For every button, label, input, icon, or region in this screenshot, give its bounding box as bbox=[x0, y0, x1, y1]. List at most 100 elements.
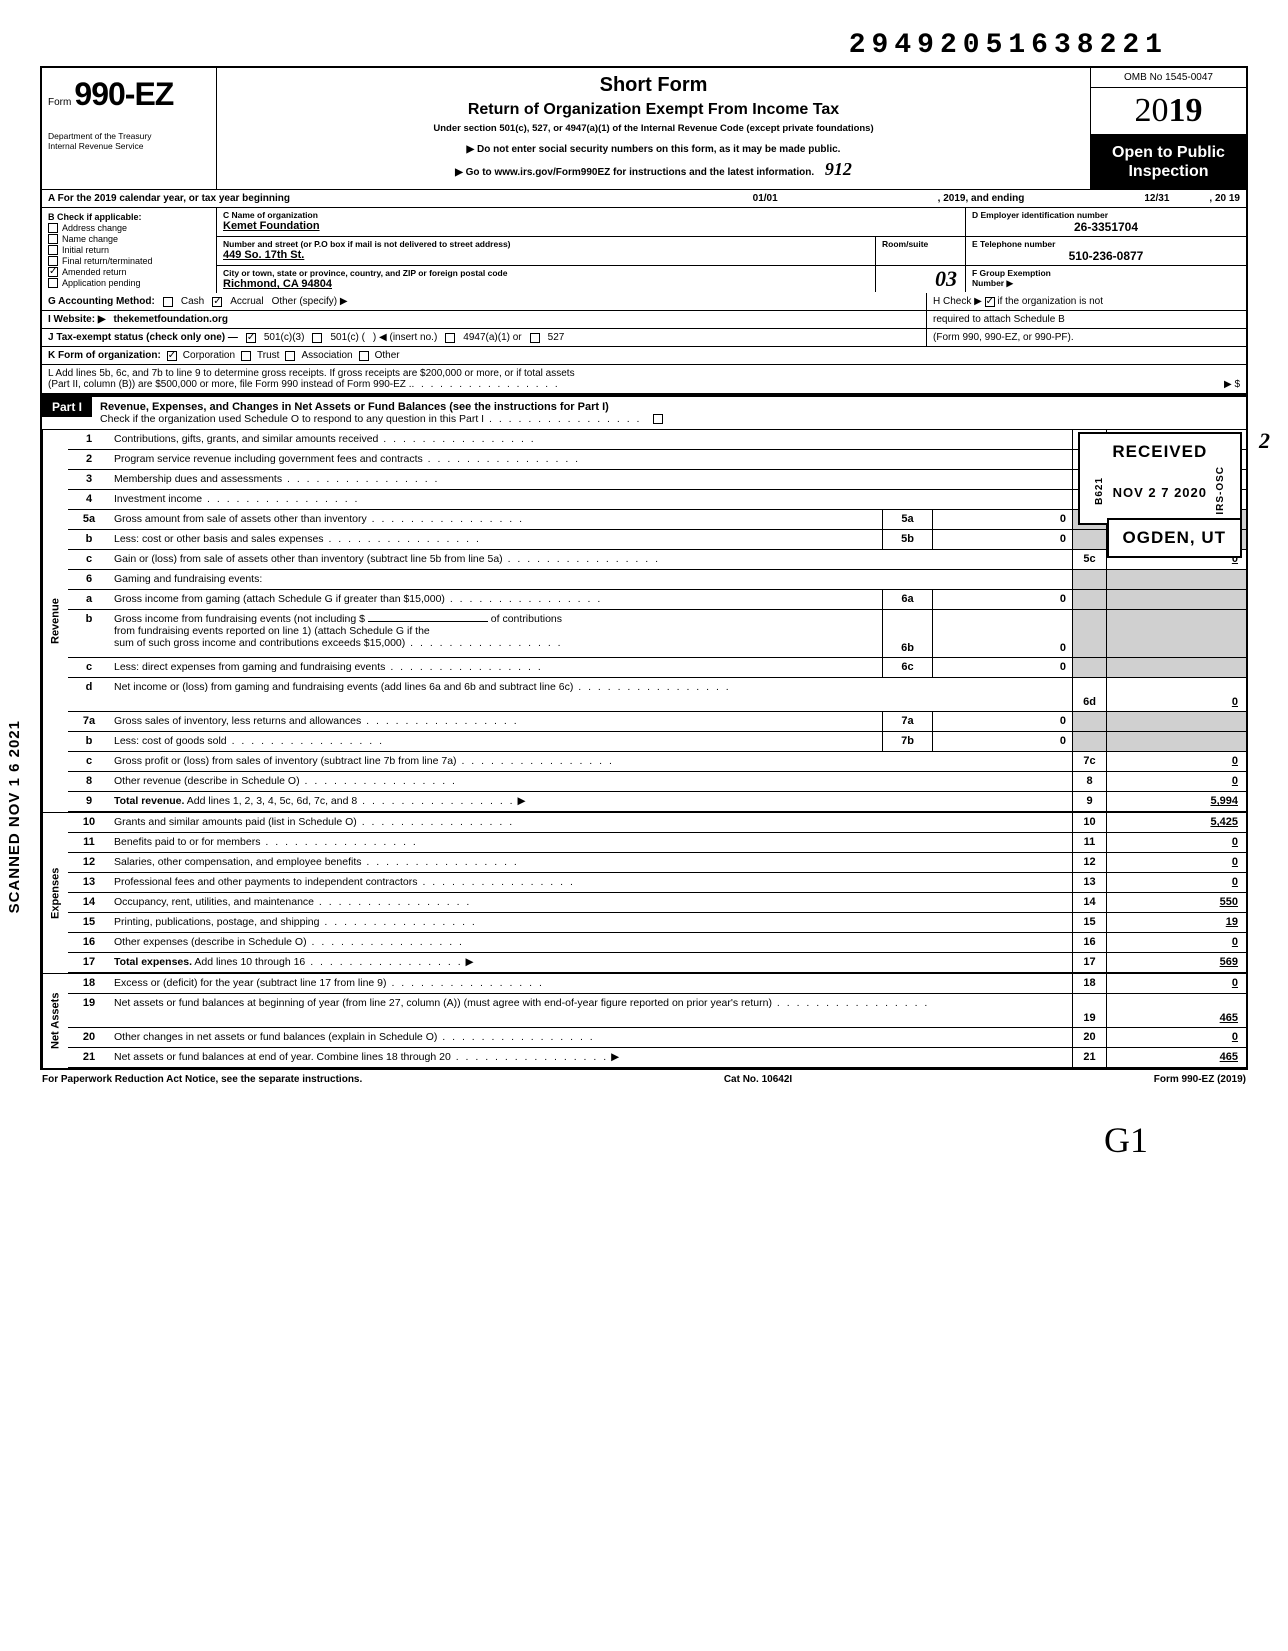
row-a-tax-year: A For the 2019 calendar year, or tax yea… bbox=[40, 189, 1248, 208]
footer-mid: Cat No. 10642I bbox=[724, 1074, 792, 1085]
line-desc: Contributions, gifts, grants, and simila… bbox=[110, 430, 1072, 449]
line-numcol: 9 bbox=[1072, 792, 1106, 811]
b-opt-label: Amended return bbox=[62, 267, 127, 277]
other-checkbox[interactable] bbox=[359, 351, 369, 361]
line-num: 1 bbox=[68, 430, 110, 449]
line-desc: Less: cost of goods sold bbox=[110, 732, 882, 751]
line-value: 0 bbox=[1106, 974, 1246, 993]
line-row: 18 Excess or (deficit) for the year (sub… bbox=[68, 974, 1246, 994]
line-6a: a Gross income from gaming (attach Sched… bbox=[68, 590, 1246, 610]
sub-num: 7a bbox=[882, 712, 932, 731]
line-value: 0 bbox=[1106, 833, 1246, 852]
line-value: 19 bbox=[1106, 913, 1246, 932]
corp-checkbox[interactable] bbox=[167, 351, 177, 361]
501c-checkbox[interactable] bbox=[312, 333, 322, 343]
trust-checkbox[interactable] bbox=[241, 351, 251, 361]
line-num: 13 bbox=[68, 873, 110, 892]
title-main: Short Form bbox=[227, 74, 1080, 97]
b-checkbox[interactable] bbox=[48, 234, 58, 244]
document-number: 29492051638221 bbox=[40, 30, 1248, 61]
h-checkbox[interactable] bbox=[985, 297, 995, 307]
line-desc: Total expenses. Add lines 10 through 16 … bbox=[110, 953, 1072, 972]
line-desc: Program service revenue including govern… bbox=[110, 450, 1072, 469]
line-desc: Benefits paid to or for members bbox=[110, 833, 1072, 852]
line-desc: Printing, publications, postage, and shi… bbox=[110, 913, 1072, 932]
b-checkbox[interactable] bbox=[48, 278, 58, 288]
b-opt-label: Address change bbox=[62, 223, 127, 233]
b-checkbox[interactable] bbox=[48, 245, 58, 255]
line-desc: Less: cost or other basis and sales expe… bbox=[110, 530, 882, 549]
sub-num: 6c bbox=[882, 658, 932, 677]
line-value: 0 bbox=[1106, 752, 1246, 771]
city-value: Richmond, CA 94804 bbox=[223, 278, 869, 290]
line-desc: Gross sales of inventory, less returns a… bbox=[110, 712, 882, 731]
line-value: 569 bbox=[1106, 953, 1246, 972]
shade bbox=[1072, 658, 1106, 677]
subline-row: c Less: direct expenses from gaming and … bbox=[68, 658, 1246, 678]
line-desc: Grants and similar amounts paid (list in… bbox=[110, 813, 1072, 832]
line-desc: Other expenses (describe in Schedule O) bbox=[110, 933, 1072, 952]
assoc-checkbox[interactable] bbox=[285, 351, 295, 361]
line-desc: Other revenue (describe in Schedule O) bbox=[110, 772, 1072, 791]
line-numcol: 20 bbox=[1072, 1028, 1106, 1047]
cash-checkbox[interactable] bbox=[163, 297, 173, 307]
phone-cell: E Telephone number 510-236-0877 bbox=[966, 237, 1246, 265]
527-checkbox[interactable] bbox=[530, 333, 540, 343]
line-numcol: 18 bbox=[1072, 974, 1106, 993]
b-opt-label: Initial return bbox=[62, 245, 109, 255]
room-hand: 03 bbox=[876, 266, 966, 292]
g-accounting: G Accounting Method: Cash Accrual Other … bbox=[42, 293, 926, 310]
line-num: 7a bbox=[68, 712, 110, 731]
sub-val: 0 bbox=[932, 530, 1072, 549]
shade bbox=[1072, 712, 1106, 731]
line-desc: Less: direct expenses from gaming and fu… bbox=[110, 658, 882, 677]
addr-cell: Number and street (or P.O box if mail is… bbox=[217, 237, 876, 265]
line-desc: Excess or (deficit) for the year (subtra… bbox=[110, 974, 1072, 993]
line-num: 21 bbox=[68, 1048, 110, 1067]
line-num: b bbox=[68, 530, 110, 549]
501c3-checkbox[interactable] bbox=[246, 333, 256, 343]
accrual-checkbox[interactable] bbox=[212, 297, 222, 307]
subline-row: 5a Gross amount from sale of assets othe… bbox=[68, 510, 1246, 530]
shade bbox=[1072, 530, 1106, 549]
row-j: J Tax-exempt status (check only one) — 5… bbox=[40, 329, 1248, 347]
netassets-side-label: Net Assets bbox=[42, 974, 68, 1068]
line-num: c bbox=[68, 658, 110, 677]
footer-right: Form 990-EZ (2019) bbox=[1154, 1074, 1246, 1085]
form-header: Form 990-EZ Department of the Treasury I… bbox=[40, 66, 1248, 189]
4947-checkbox[interactable] bbox=[445, 333, 455, 343]
b-checkbox[interactable] bbox=[48, 256, 58, 266]
line-desc: Gross profit or (loss) from sales of inv… bbox=[110, 752, 1072, 771]
b-checkbox[interactable] bbox=[48, 267, 58, 277]
schedule-o-checkbox[interactable] bbox=[653, 414, 663, 424]
line-numcol: 10 bbox=[1072, 813, 1106, 832]
title-sub: Return of Organization Exempt From Incom… bbox=[227, 101, 1080, 119]
line-numcol: 7c bbox=[1072, 752, 1106, 771]
b-opt-label: Final return/terminated bbox=[62, 256, 153, 266]
ogden-stamp: OGDEN, UT bbox=[1107, 518, 1242, 558]
part1-header: Part I Revenue, Expenses, and Changes in… bbox=[40, 395, 1248, 430]
line-desc: Membership dues and assessments bbox=[110, 470, 1072, 489]
d-ein-cell: D Employer identification number 26-3351… bbox=[966, 208, 1246, 236]
line-desc: Other changes in net assets or fund bala… bbox=[110, 1028, 1072, 1047]
scanned-stamp: SCANNED NOV 1 6 2021 bbox=[6, 720, 23, 913]
row-i: I Website: ▶ thekemetfoundation.org requ… bbox=[40, 311, 1248, 329]
expenses-side-label: Expenses bbox=[42, 813, 68, 973]
line-numcol: 16 bbox=[1072, 933, 1106, 952]
c-name-cell: C Name of organization Kemet Foundation bbox=[217, 208, 966, 236]
sub-num: 5b bbox=[882, 530, 932, 549]
year-box: OMB No 1545-0047 2019 Open to Public Ins… bbox=[1091, 68, 1246, 189]
line-value: 0 bbox=[1106, 933, 1246, 952]
line-row: 14 Occupancy, rent, utilities, and maint… bbox=[68, 893, 1246, 913]
line-numcol: 17 bbox=[1072, 953, 1106, 972]
sub-val: 0 bbox=[932, 712, 1072, 731]
line-row: 12 Salaries, other compensation, and emp… bbox=[68, 853, 1246, 873]
ein-value: 26-3351704 bbox=[972, 220, 1240, 234]
street-address: 449 So. 17th St. bbox=[223, 249, 869, 261]
line-row: 10 Grants and similar amounts paid (list… bbox=[68, 813, 1246, 833]
b-checkbox[interactable] bbox=[48, 223, 58, 233]
form-id: 990-EZ bbox=[74, 76, 173, 112]
line-numcol: 15 bbox=[1072, 913, 1106, 932]
shade bbox=[1106, 712, 1246, 731]
signature-initial: G1 bbox=[40, 1119, 1248, 1161]
